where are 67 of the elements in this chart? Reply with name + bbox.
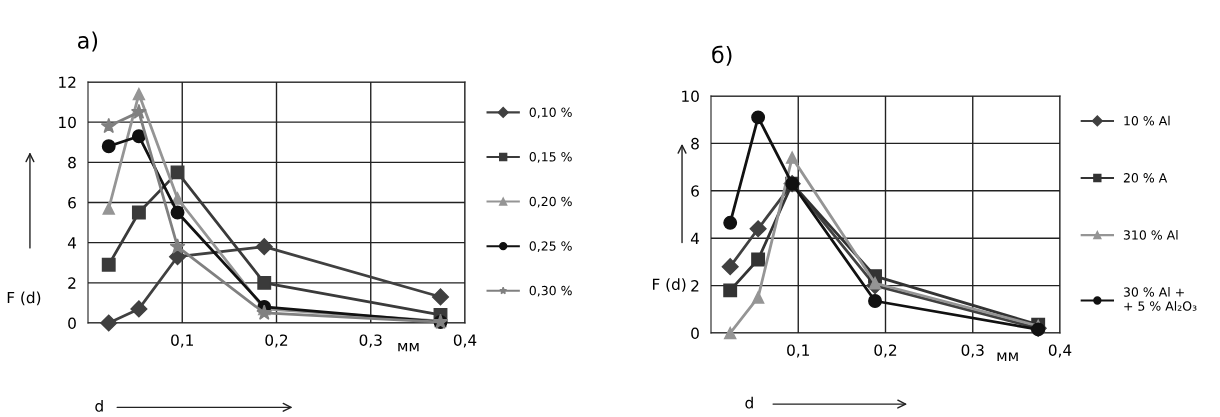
y-tick-label: 6: [68, 196, 76, 209]
point: [751, 252, 766, 267]
legend-label: 30 % Al + + 5 % Al₂O₃: [1123, 287, 1197, 311]
point: [132, 87, 146, 101]
point: [431, 288, 450, 306]
y-tick-label: 2: [68, 277, 76, 289]
point: [723, 215, 738, 230]
y-tick-label: 4: [67, 237, 77, 249]
y-tick-label: 10: [682, 90, 699, 103]
point: [256, 304, 273, 320]
y-tick-label: 2: [691, 280, 699, 292]
point: [131, 129, 146, 144]
point: [101, 257, 116, 272]
point: [130, 103, 147, 120]
point: [130, 300, 148, 318]
x-tick-label: 0,4: [453, 334, 477, 348]
x-tick-label: 0,2: [874, 344, 897, 358]
legend-label: 0,20 %: [529, 196, 572, 208]
y-tick-label: 6: [691, 185, 699, 197]
x-tick-label: 0,3: [961, 344, 984, 358]
y-tick-label: 4: [690, 232, 700, 244]
point: [100, 117, 117, 134]
x-axis-title: d: [745, 396, 753, 409]
point: [868, 294, 882, 308]
y-axis-title: F (d): [7, 291, 41, 306]
point: [131, 205, 146, 220]
legend-label: 20 % A: [1123, 173, 1168, 183]
y-tick-label: 0: [691, 327, 699, 340]
x-tick-label: 0,4: [1048, 344, 1072, 358]
y-tick-label: 8: [68, 156, 76, 169]
y-tick-label: 12: [59, 76, 76, 88]
point: [170, 165, 185, 180]
y-tick-label: 0: [68, 317, 76, 330]
point: [101, 139, 116, 154]
legend-label: 10 % Al: [1124, 115, 1170, 126]
point: [785, 151, 799, 164]
point: [723, 283, 738, 298]
text: мм: [398, 342, 419, 352]
point: [257, 275, 272, 290]
point: [169, 238, 186, 254]
point: [868, 276, 882, 290]
x-axis-title: d: [95, 399, 103, 412]
x-tick-label: 0,3: [359, 334, 382, 348]
point: [170, 205, 185, 220]
legend-label: 0,30 %: [529, 285, 572, 297]
legend-label: 0,10 %: [529, 107, 572, 119]
point: [100, 314, 118, 332]
y-axis-title: F (d): [652, 278, 686, 292]
point: [751, 291, 765, 304]
legend-label: 0,15 %: [529, 152, 572, 163]
x-tick-label: 0,2: [265, 334, 288, 348]
legend-label: 310 % Al: [1123, 230, 1178, 240]
chart-title: a): [78, 31, 98, 52]
point: [255, 238, 273, 256]
x-tick-label: 0,1: [171, 334, 193, 348]
chart-title: б): [712, 45, 732, 66]
point: [171, 192, 184, 205]
y-tick-label: 10: [59, 116, 76, 129]
x-tick-label: 0,1: [787, 344, 809, 358]
point: [751, 110, 766, 125]
point: [749, 220, 767, 238]
point: [723, 326, 737, 340]
point: [102, 202, 115, 215]
y-tick-label: 8: [691, 137, 699, 150]
text: мм: [997, 352, 1018, 361]
legend-label: 0,25 %: [529, 241, 572, 252]
point: [721, 258, 739, 276]
